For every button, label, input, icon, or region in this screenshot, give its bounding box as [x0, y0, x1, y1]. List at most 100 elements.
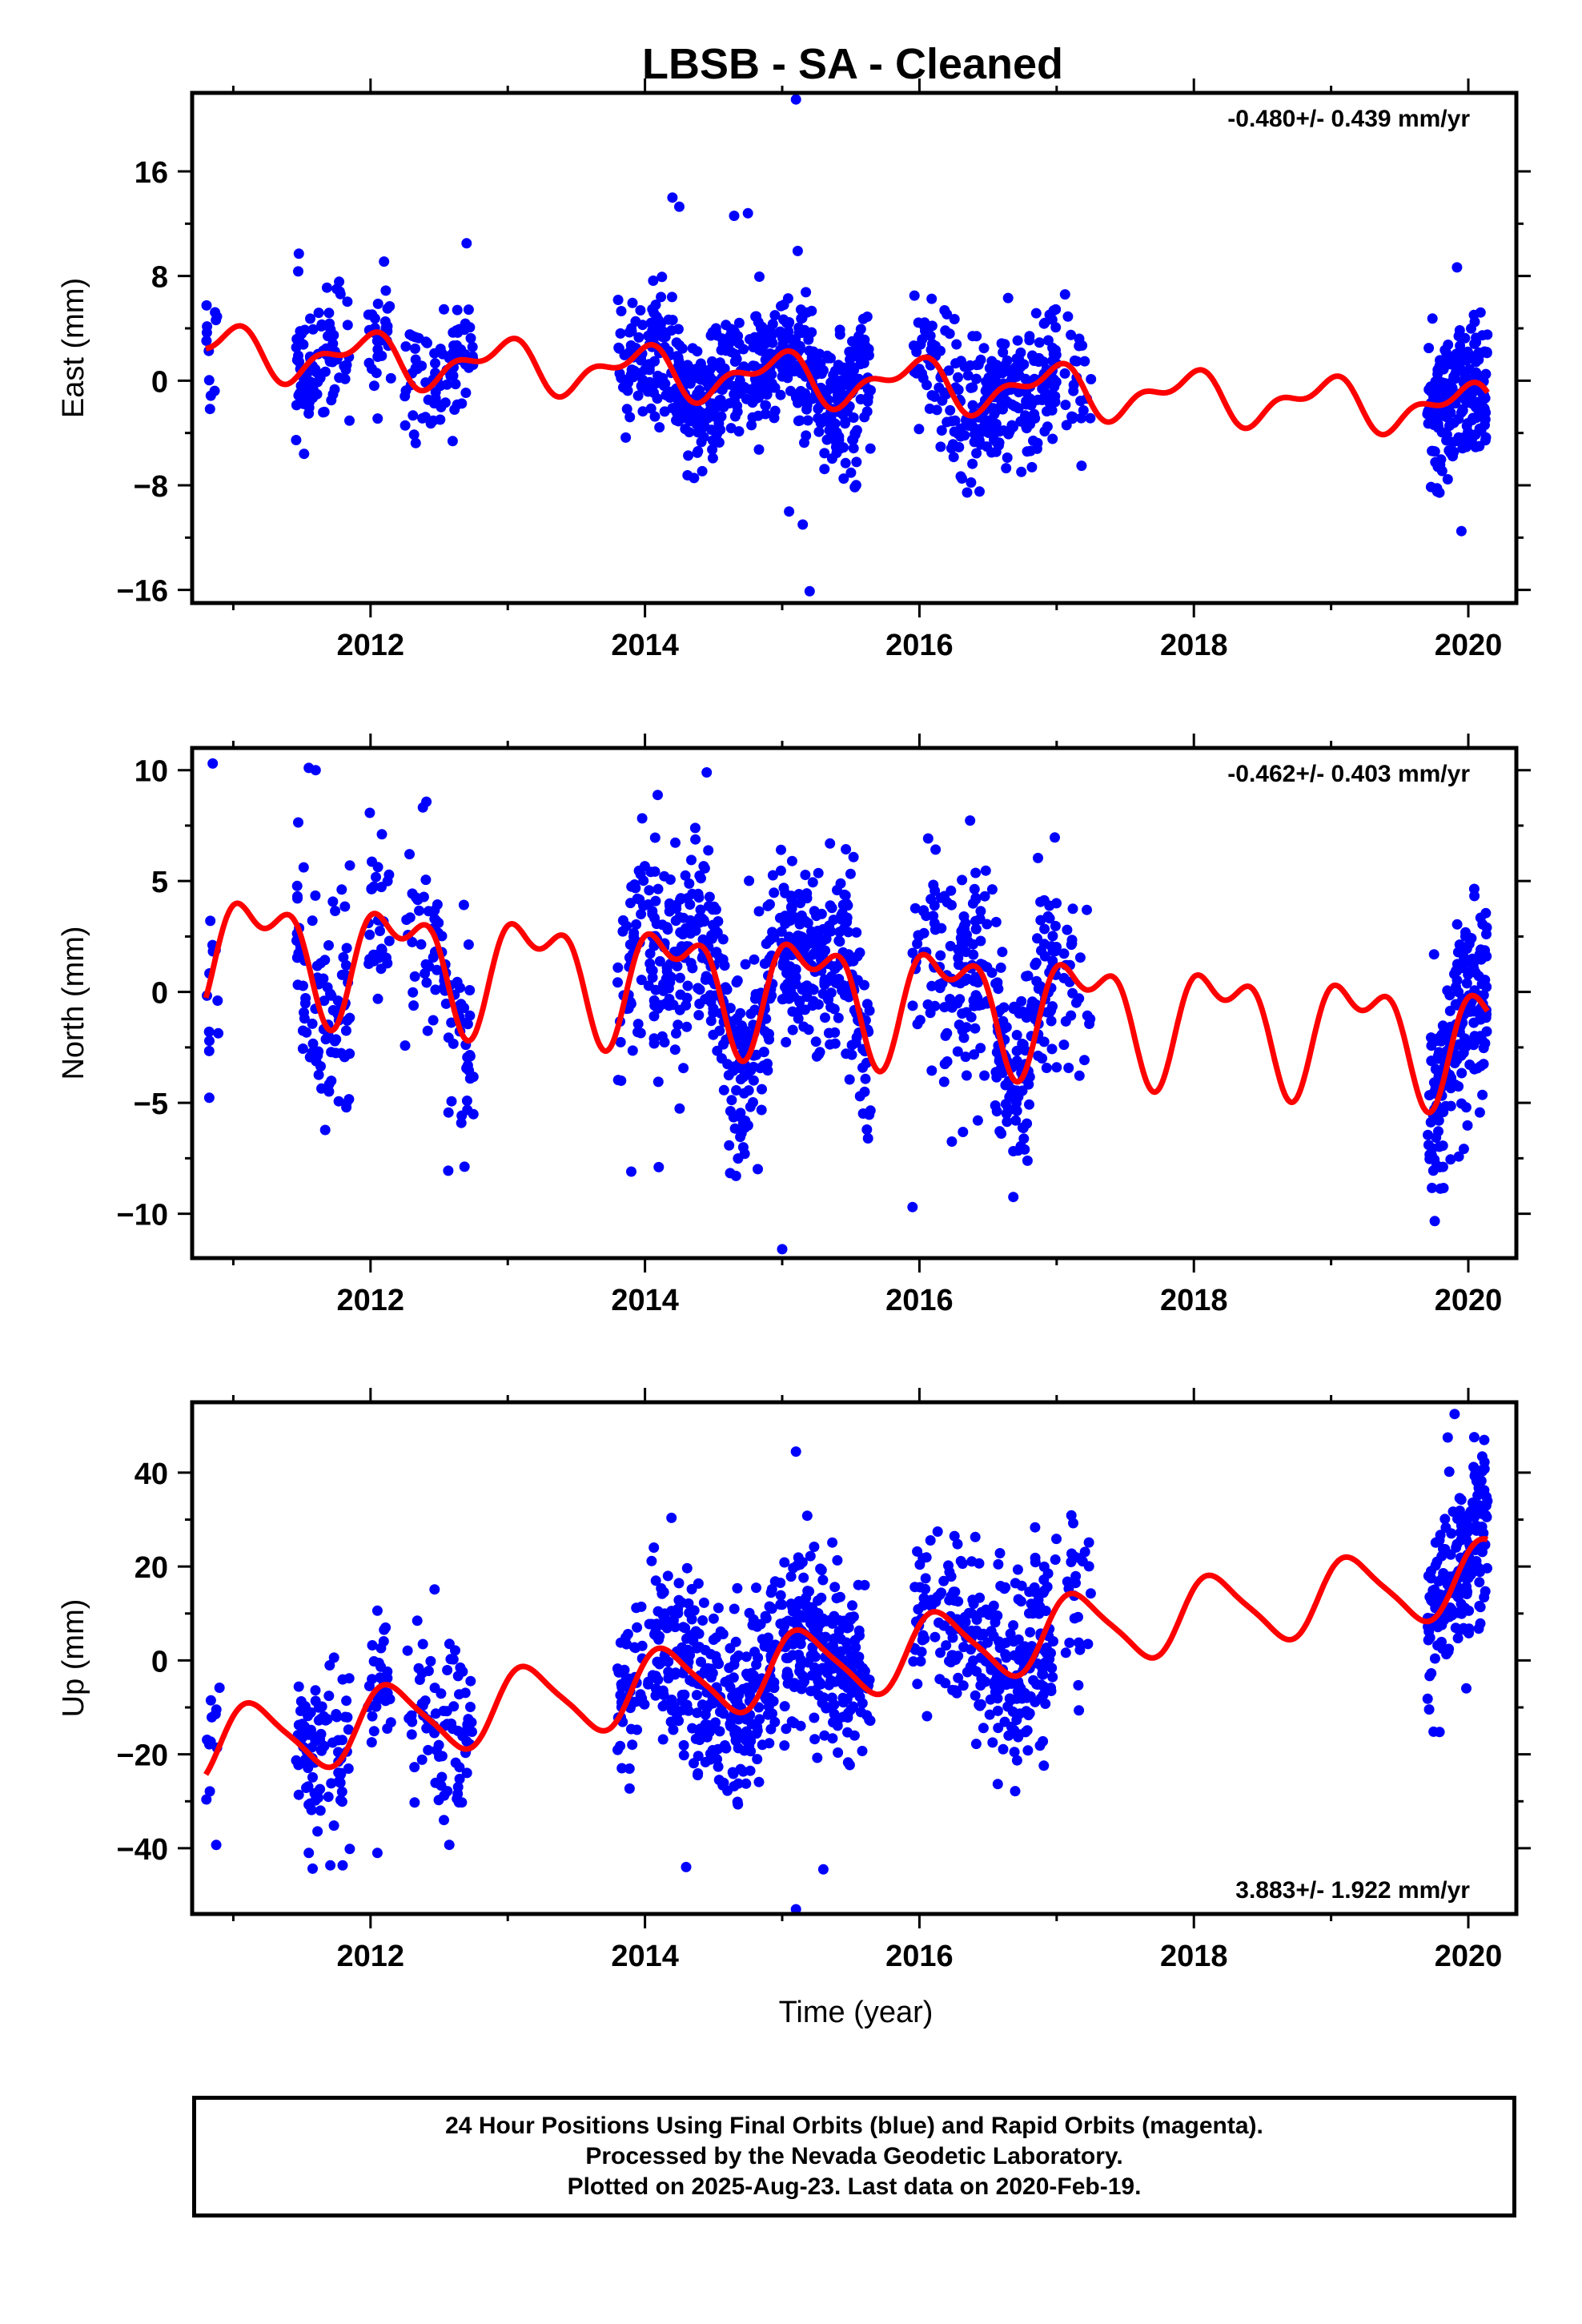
data-point: [1047, 1671, 1058, 1683]
data-point: [992, 1779, 1003, 1790]
data-point: [936, 425, 947, 436]
y-tick-label: −10: [117, 1199, 168, 1232]
data-point: [845, 868, 856, 879]
data-point: [986, 884, 998, 895]
data-point: [920, 1583, 931, 1594]
data-point: [452, 326, 463, 337]
data-point: [865, 443, 876, 454]
data-point: [402, 1645, 413, 1656]
data-point: [439, 304, 449, 315]
data-point: [1462, 1120, 1473, 1131]
data-point: [1453, 432, 1464, 443]
data-point: [462, 1104, 473, 1116]
data-point: [656, 1031, 668, 1042]
data-point: [636, 975, 647, 986]
data-point: [969, 1049, 980, 1060]
data-point: [658, 380, 669, 392]
data-point: [854, 1630, 865, 1641]
data-point: [376, 350, 387, 361]
data-point: [967, 458, 978, 469]
data-point: [691, 1690, 702, 1701]
data-point: [745, 1101, 756, 1112]
data-point: [404, 1713, 415, 1724]
data-point: [650, 984, 661, 995]
data-point: [628, 927, 640, 939]
data-point: [462, 1051, 473, 1063]
data-point: [1461, 978, 1472, 989]
data-point: [1008, 1620, 1019, 1631]
data-point: [325, 1860, 336, 1871]
data-point: [840, 418, 850, 429]
data-point: [617, 915, 628, 926]
data-point: [824, 1679, 835, 1691]
data-point: [797, 1678, 809, 1689]
final-orbit-series: [201, 1409, 1493, 1914]
data-point: [380, 1622, 391, 1633]
data-point: [364, 807, 375, 818]
data-point: [938, 1575, 950, 1586]
rate-annotation: 3.883+/- 1.922 mm/yr: [1235, 1877, 1470, 1904]
data-point: [791, 1615, 802, 1626]
data-point: [1001, 396, 1011, 406]
data-point: [992, 1705, 1003, 1716]
data-point: [1030, 1522, 1041, 1533]
data-point: [328, 1652, 339, 1663]
data-point: [1480, 414, 1491, 425]
data-point: [821, 350, 833, 361]
data-point: [733, 426, 745, 437]
data-point: [765, 324, 776, 335]
data-point: [694, 1726, 705, 1737]
x-tick-label: 2014: [611, 1284, 679, 1317]
data-point: [315, 1728, 327, 1739]
data-point: [211, 311, 223, 322]
data-point: [970, 915, 981, 927]
data-point: [925, 1535, 936, 1546]
data-point: [1433, 1126, 1443, 1137]
data-point: [991, 360, 1002, 371]
data-point: [855, 359, 866, 370]
data-point: [1426, 1668, 1437, 1679]
data-point: [684, 1607, 695, 1618]
plot-area: [201, 94, 1493, 597]
data-point: [975, 906, 986, 917]
data-point: [929, 900, 940, 911]
data-point: [926, 980, 938, 991]
data-point: [344, 1048, 355, 1059]
data-point: [423, 1744, 434, 1755]
data-point: [705, 364, 716, 375]
data-point: [737, 1766, 749, 1777]
data-point: [920, 1573, 931, 1584]
data-point: [1038, 1561, 1050, 1572]
data-point: [1429, 1216, 1440, 1227]
data-point: [307, 384, 319, 396]
data-point: [718, 1084, 729, 1096]
data-point: [908, 1656, 919, 1667]
data-point: [1425, 1116, 1436, 1128]
data-point: [1086, 374, 1097, 384]
data-point: [825, 377, 837, 388]
data-point: [747, 1683, 758, 1695]
data-point: [913, 1604, 924, 1614]
data-point: [753, 1776, 765, 1787]
plot-area: [202, 758, 1492, 1255]
data-point: [1012, 335, 1023, 346]
data-point: [947, 1632, 958, 1643]
data-point: [947, 439, 958, 450]
data-point: [710, 1717, 721, 1728]
data-point: [1468, 966, 1479, 977]
data-point: [1476, 1475, 1487, 1486]
data-point: [698, 432, 709, 443]
data-point: [963, 420, 974, 431]
data-point: [205, 1695, 216, 1706]
data-point: [952, 1046, 963, 1057]
data-point: [826, 1692, 837, 1703]
data-point: [1468, 309, 1480, 320]
data-point: [408, 429, 420, 440]
data-point: [990, 419, 1002, 429]
data-point: [673, 361, 684, 372]
data-point: [327, 1005, 339, 1015]
data-point: [717, 954, 729, 965]
data-point: [713, 1761, 724, 1772]
data-point: [1002, 292, 1014, 304]
data-point: [922, 833, 934, 844]
